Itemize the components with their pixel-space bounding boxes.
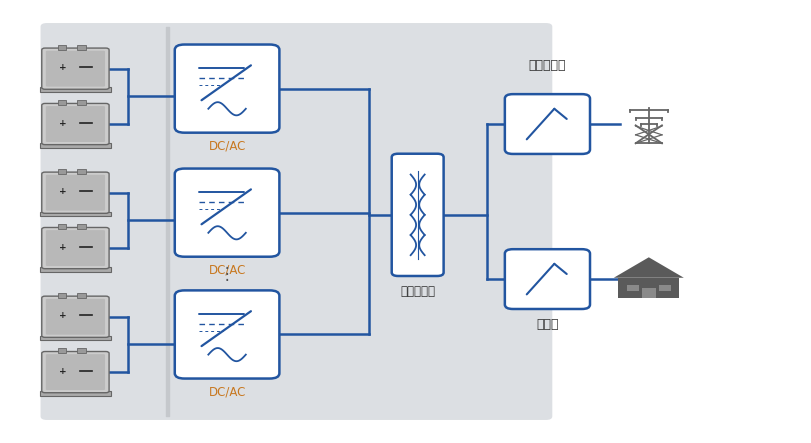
Text: 电网控制器: 电网控制器 — [529, 59, 566, 72]
Bar — [659, 285, 671, 291]
Bar — [77, 100, 86, 105]
FancyBboxPatch shape — [392, 154, 444, 276]
Bar — [77, 169, 86, 174]
FancyBboxPatch shape — [45, 51, 105, 87]
FancyBboxPatch shape — [504, 249, 590, 309]
FancyBboxPatch shape — [42, 172, 109, 214]
Bar — [41, 143, 110, 148]
Bar — [41, 336, 110, 341]
Text: 断路器: 断路器 — [536, 318, 559, 331]
FancyBboxPatch shape — [42, 296, 109, 338]
Bar — [58, 100, 67, 105]
Bar — [77, 348, 86, 354]
Text: +: + — [59, 187, 67, 196]
Text: DC/AC: DC/AC — [208, 140, 246, 153]
FancyBboxPatch shape — [175, 45, 279, 133]
FancyBboxPatch shape — [42, 352, 109, 393]
Bar — [41, 391, 110, 396]
Bar — [627, 285, 639, 291]
Text: DC/AC: DC/AC — [208, 264, 246, 277]
Polygon shape — [614, 257, 684, 278]
FancyBboxPatch shape — [42, 104, 109, 144]
FancyBboxPatch shape — [42, 48, 109, 89]
Text: +: + — [59, 243, 67, 252]
Bar — [619, 278, 680, 298]
Text: +: + — [59, 63, 67, 72]
Text: +: + — [59, 119, 67, 128]
Bar — [77, 224, 86, 229]
Text: ⋮: ⋮ — [219, 264, 235, 283]
FancyBboxPatch shape — [45, 230, 105, 266]
Text: 隔离变压器: 隔离变压器 — [400, 285, 436, 298]
FancyBboxPatch shape — [504, 94, 590, 154]
Bar — [41, 212, 110, 217]
FancyBboxPatch shape — [45, 299, 105, 335]
FancyBboxPatch shape — [45, 175, 105, 211]
Bar — [58, 224, 67, 229]
Bar — [58, 45, 67, 50]
Bar — [58, 293, 67, 298]
Bar — [642, 288, 656, 298]
Text: +: + — [59, 367, 67, 376]
FancyBboxPatch shape — [175, 169, 279, 257]
Text: DC/AC: DC/AC — [208, 385, 246, 399]
Text: +: + — [59, 311, 67, 320]
Bar — [58, 348, 67, 354]
Bar — [41, 267, 110, 272]
FancyBboxPatch shape — [42, 228, 109, 268]
FancyBboxPatch shape — [175, 291, 279, 378]
FancyBboxPatch shape — [41, 23, 552, 420]
FancyBboxPatch shape — [45, 354, 105, 390]
Bar — [77, 293, 86, 298]
FancyBboxPatch shape — [45, 106, 105, 142]
Bar — [58, 169, 67, 174]
Bar — [41, 88, 110, 93]
Bar — [77, 45, 86, 50]
